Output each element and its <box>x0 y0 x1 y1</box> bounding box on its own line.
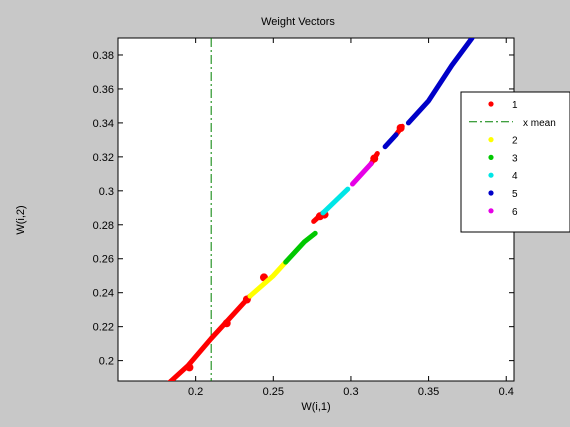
y-tick-label: 0.32 <box>93 152 114 164</box>
series-3-line <box>283 230 318 265</box>
legend-swatch-4 <box>488 172 494 178</box>
y-tick-label: 0.28 <box>93 220 114 232</box>
series-1-point <box>222 319 231 328</box>
legend-swatch-5 <box>488 190 494 196</box>
y-tick-label: 0.34 <box>93 118 114 130</box>
legend-label-x-mean: x mean <box>523 118 556 129</box>
plot-layer: 0.2 0.25 0.3 0.35 0.4 0.2 0.22 0.24 0.26 0.28 0.3 0… <box>93 38 514 398</box>
legend-label-5: 5 <box>512 189 518 200</box>
series-5-line <box>382 132 399 150</box>
legend: 1 x mean 2 3 4 5 6 <box>460 91 570 233</box>
series-1-point <box>396 123 405 132</box>
x-tick-label: 0.2 <box>188 386 203 398</box>
legend-label-1: 1 <box>512 100 518 111</box>
y-tick-label: 0.22 <box>93 322 114 334</box>
series-2-line <box>247 259 289 299</box>
legend-swatch-2 <box>488 137 494 143</box>
y-tick-label: 0.26 <box>93 254 114 266</box>
y-tick-label: 0.2 <box>99 356 114 368</box>
series-layer <box>167 38 475 381</box>
legend-label-6: 6 <box>512 207 518 218</box>
y-axis-label: W(i,2) <box>15 205 27 234</box>
legend-label-3: 3 <box>512 153 518 164</box>
x-axis-label: W(i,1) <box>301 401 330 413</box>
legend-swatch-6 <box>488 208 494 214</box>
y-tick-label: 0.3 <box>99 186 114 198</box>
plot-area <box>117 37 515 382</box>
legend-label-4: 4 <box>512 171 518 182</box>
series-4-line <box>320 186 351 216</box>
y-tick-label: 0.24 <box>93 288 114 300</box>
x-tick-label: 0.25 <box>263 386 284 398</box>
legend-box <box>460 91 570 233</box>
series-1-point <box>185 363 194 372</box>
series-6-line <box>350 161 374 187</box>
chart-title: Weight Vectors <box>261 16 335 28</box>
series-1-point <box>370 154 379 163</box>
series-1-line <box>167 293 253 381</box>
legend-swatch-1 <box>488 101 494 107</box>
legend-label-2: 2 <box>512 136 518 147</box>
y-tick-label: 0.36 <box>93 84 114 96</box>
series-5-line <box>405 38 475 126</box>
x-tick-label: 0.4 <box>499 386 514 398</box>
x-tick-label: 0.35 <box>418 386 439 398</box>
legend-swatch-3 <box>488 154 494 160</box>
y-tick-label: 0.38 <box>93 50 114 62</box>
x-tick-label: 0.3 <box>343 386 358 398</box>
